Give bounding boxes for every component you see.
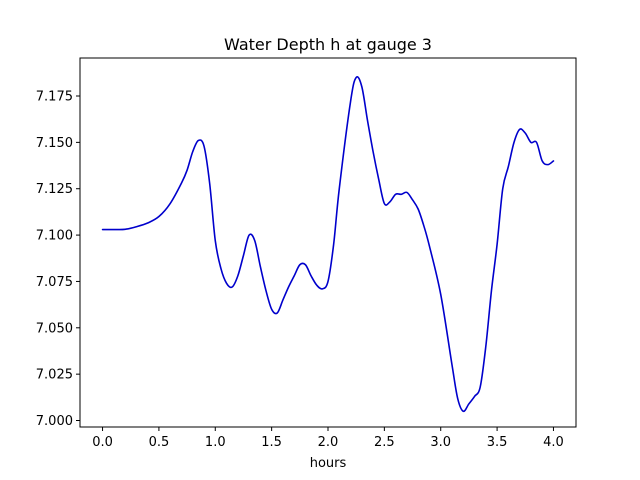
x-tick-label: 4.0 xyxy=(543,435,564,450)
x-axis-label: hours xyxy=(310,456,347,471)
plot-area xyxy=(101,76,555,413)
y-tick-label: 7.150 xyxy=(36,136,73,151)
x-tick-label: 3.0 xyxy=(430,435,451,450)
y-axis-ticks: 7.000 7.025 7.050 7.075 7.100 7.125 7.150 7.175 xyxy=(36,90,80,429)
x-tick-label: 1.5 xyxy=(261,435,282,450)
y-tick-label: 7.100 xyxy=(36,229,73,244)
y-tick-label: 7.025 xyxy=(36,368,73,383)
y-tick-label: 7.050 xyxy=(36,321,73,336)
y-tick-label: 7.125 xyxy=(36,182,73,197)
y-tick-label: 7.175 xyxy=(36,90,73,105)
x-axis-ticks: 0.0 0.5 1.0 1.5 2.0 2.5 3.0 3.5 4.0 xyxy=(92,427,564,450)
x-tick-label: 3.5 xyxy=(487,435,508,450)
y-tick-label: 7.075 xyxy=(36,275,73,290)
y-tick-label: 7.000 xyxy=(36,414,73,429)
x-tick-label: 0.5 xyxy=(149,435,170,450)
chart-title: Water Depth h at gauge 3 xyxy=(224,35,432,54)
axes-frame xyxy=(79,57,577,428)
series-line xyxy=(101,76,555,413)
x-tick-label: 2.5 xyxy=(374,435,395,450)
x-tick-label: 0.0 xyxy=(92,435,113,450)
x-tick-label: 2.0 xyxy=(318,435,339,450)
x-tick-label: 1.0 xyxy=(205,435,226,450)
